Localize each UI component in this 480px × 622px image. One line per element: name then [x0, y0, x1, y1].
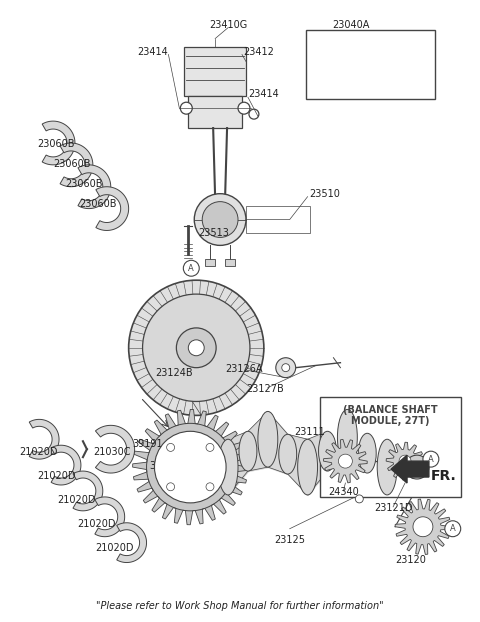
- Text: 21020D: 21020D: [37, 471, 76, 481]
- Bar: [320, 397, 461, 497]
- Text: 21020D: 21020D: [77, 519, 116, 529]
- Polygon shape: [42, 121, 75, 165]
- Ellipse shape: [239, 431, 257, 471]
- Text: 23111: 23111: [294, 427, 325, 437]
- Circle shape: [202, 202, 238, 238]
- Text: 23414: 23414: [138, 47, 168, 57]
- Bar: [306, 30, 435, 100]
- Bar: [225, 259, 235, 266]
- Circle shape: [194, 193, 246, 246]
- Circle shape: [338, 454, 352, 468]
- Circle shape: [143, 294, 250, 401]
- Text: 39190A: 39190A: [150, 461, 187, 471]
- Text: 21020D: 21020D: [57, 495, 96, 505]
- Polygon shape: [132, 409, 248, 525]
- Ellipse shape: [337, 409, 357, 465]
- Text: 21030C: 21030C: [93, 447, 131, 457]
- Ellipse shape: [377, 439, 397, 495]
- Text: 23060B: 23060B: [37, 139, 75, 149]
- Circle shape: [355, 495, 363, 503]
- Circle shape: [206, 443, 214, 452]
- Circle shape: [413, 517, 433, 537]
- Circle shape: [155, 431, 226, 503]
- Text: 21020D: 21020D: [19, 447, 58, 457]
- Circle shape: [238, 102, 250, 114]
- Text: 23120: 23120: [396, 555, 426, 565]
- Polygon shape: [391, 455, 429, 483]
- Polygon shape: [95, 497, 125, 537]
- Circle shape: [180, 102, 192, 114]
- Circle shape: [399, 455, 411, 467]
- Bar: [188, 96, 242, 128]
- Text: 23125: 23125: [274, 535, 305, 545]
- Text: 23513: 23513: [198, 228, 229, 238]
- Text: 23124B: 23124B: [156, 368, 193, 378]
- Text: (BALANCE SHAFT
MODULE, 27T): (BALANCE SHAFT MODULE, 27T): [343, 404, 437, 426]
- Polygon shape: [29, 419, 59, 459]
- Text: 23060B: 23060B: [53, 159, 91, 169]
- Circle shape: [249, 109, 259, 119]
- Polygon shape: [96, 187, 129, 231]
- Text: 21020D: 21020D: [95, 542, 133, 553]
- Circle shape: [423, 451, 439, 467]
- Ellipse shape: [258, 411, 278, 467]
- Text: 23060B: 23060B: [79, 198, 117, 208]
- Text: A: A: [450, 524, 456, 533]
- Polygon shape: [324, 439, 367, 483]
- Ellipse shape: [358, 434, 376, 473]
- Circle shape: [183, 260, 199, 276]
- Text: 23127B: 23127B: [246, 384, 284, 394]
- Text: 23412: 23412: [243, 47, 274, 57]
- Text: 24340: 24340: [328, 487, 359, 497]
- Text: A: A: [428, 455, 434, 463]
- Ellipse shape: [319, 431, 336, 471]
- Circle shape: [167, 483, 175, 491]
- Ellipse shape: [218, 439, 238, 495]
- Bar: [184, 47, 246, 96]
- Text: 23121D: 23121D: [374, 503, 412, 513]
- Text: 23410G: 23410G: [209, 20, 247, 30]
- Circle shape: [129, 280, 264, 415]
- Text: "Please refer to Work Shop Manual for further information": "Please refer to Work Shop Manual for fu…: [96, 601, 384, 611]
- Polygon shape: [395, 499, 451, 554]
- Circle shape: [176, 328, 216, 368]
- Polygon shape: [117, 522, 146, 562]
- Polygon shape: [73, 471, 103, 511]
- Circle shape: [276, 358, 296, 378]
- Text: 23126A: 23126A: [225, 364, 263, 374]
- Circle shape: [282, 364, 290, 372]
- Circle shape: [445, 521, 461, 537]
- Text: A: A: [189, 264, 194, 273]
- Polygon shape: [78, 165, 111, 208]
- Ellipse shape: [298, 439, 318, 495]
- Ellipse shape: [279, 434, 297, 474]
- Polygon shape: [60, 143, 93, 187]
- Text: 23414: 23414: [248, 90, 279, 100]
- Circle shape: [206, 483, 214, 491]
- Polygon shape: [51, 445, 81, 485]
- Text: 23060B: 23060B: [65, 179, 103, 188]
- Text: FR.: FR.: [431, 469, 456, 483]
- Circle shape: [167, 443, 175, 452]
- Circle shape: [188, 340, 204, 356]
- Text: 23510: 23510: [310, 188, 340, 198]
- Bar: [246, 206, 310, 233]
- Circle shape: [405, 455, 429, 479]
- Text: 39191: 39191: [132, 439, 163, 449]
- Polygon shape: [386, 442, 424, 480]
- Polygon shape: [96, 425, 134, 473]
- Bar: [205, 259, 215, 266]
- Text: 23040A: 23040A: [333, 20, 370, 30]
